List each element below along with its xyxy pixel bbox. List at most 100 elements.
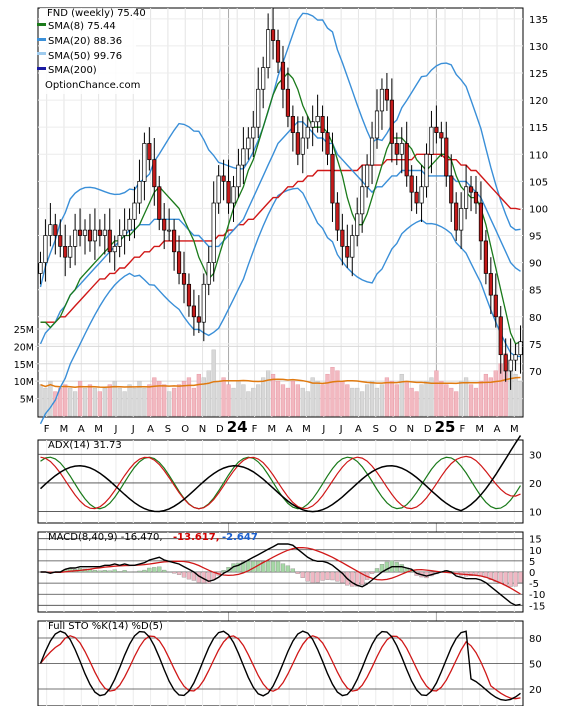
candle-body: [122, 229, 127, 236]
volume-bar: [513, 373, 518, 417]
macd-histogram-bar: [315, 571, 320, 583]
price-tick-label: 115: [529, 123, 548, 134]
candle-body: [508, 359, 513, 372]
candle-body: [409, 175, 414, 193]
price-tick-label: 95: [529, 232, 542, 243]
macd-line: [40, 543, 521, 607]
candle-body: [73, 229, 78, 247]
volume-bar: [434, 370, 439, 417]
candle-body: [211, 202, 216, 263]
candle-body: [449, 175, 454, 204]
volume-bar: [424, 380, 429, 417]
volume-bar: [478, 380, 484, 417]
stoch-d-line: [39, 635, 521, 700]
volume-bar: [384, 377, 390, 417]
volume-bar: [142, 387, 147, 417]
candle-body: [355, 213, 360, 236]
panel-tick-label: 80: [529, 634, 542, 645]
x-tick-label: D: [424, 424, 432, 435]
candle-body: [335, 202, 340, 231]
volume-bar: [137, 380, 142, 417]
volume-bar: [196, 373, 201, 417]
candle-body: [350, 235, 355, 258]
macd-histogram-bar: [374, 568, 380, 573]
candle-body: [493, 294, 498, 318]
candle-body: [468, 186, 474, 193]
volume-average-line: [40, 376, 521, 389]
macd-histogram-bar: [285, 565, 291, 573]
candle-body: [295, 132, 300, 155]
macd-histogram-bar: [518, 571, 523, 583]
price-tick-label: 75: [529, 340, 542, 351]
volume-bar: [132, 387, 137, 417]
candle-body: [186, 283, 192, 307]
candle-body: [87, 229, 93, 242]
volume-bar: [439, 380, 444, 417]
legend-sma50: SMA(50) 99.76: [48, 51, 122, 62]
macd-histogram-bar: [350, 571, 355, 587]
volume-tick-label: 20M: [14, 342, 34, 353]
candle-body: [77, 229, 83, 236]
volume-bar: [112, 380, 117, 417]
volume-bar: [374, 387, 380, 417]
candle-body: [424, 153, 429, 188]
volume-bar: [68, 387, 73, 417]
price-tick-label: 110: [529, 150, 548, 161]
candle-body: [172, 229, 177, 253]
panel-tick-label: -10: [529, 590, 545, 601]
x-tick-label: M: [60, 424, 69, 435]
panel-tick-label: 0: [529, 568, 535, 579]
x-tick-label: A: [494, 424, 501, 435]
macd-histogram-bar: [295, 571, 300, 574]
candle-body: [246, 137, 251, 150]
macd-histogram-bar: [399, 564, 404, 573]
price-panel: 7075808590951001051101151201251301355M10…: [14, 7, 548, 706]
candle-body: [147, 143, 152, 161]
volume-bar: [152, 377, 157, 417]
volume-bar: [459, 380, 464, 417]
candle-body: [241, 148, 246, 166]
macd-histogram-bar: [142, 569, 147, 573]
adx-panel: 10 20 30: [37, 435, 542, 524]
candle-body: [290, 115, 295, 133]
x-tick-label: J: [339, 424, 343, 435]
volume-bar: [270, 373, 276, 417]
volume-bar: [246, 391, 251, 417]
macd-histogram-bar: [112, 569, 117, 573]
volume-bar: [315, 380, 320, 417]
volume-bar: [72, 391, 78, 417]
candle-body: [48, 224, 53, 236]
candle-body: [518, 341, 523, 356]
macd-histogram-bar: [340, 571, 345, 583]
candle-body: [478, 202, 484, 242]
volume-bar: [409, 387, 414, 417]
legend-sma20: SMA(20) 88.36: [48, 36, 122, 47]
macd-histogram-bar: [265, 561, 271, 573]
candle-body: [92, 229, 97, 242]
adx-line: [39, 435, 522, 513]
x-tick-label: A: [286, 424, 293, 435]
volume-bar: [345, 384, 350, 417]
volume-bar: [117, 387, 122, 417]
candle-body: [325, 132, 330, 155]
volume-bar: [265, 370, 271, 417]
candle-body: [315, 115, 320, 123]
candle-body: [216, 175, 221, 204]
candle-body: [439, 132, 444, 139]
volume-tick-label: 5M: [20, 395, 34, 406]
candle-body: [38, 262, 43, 274]
x-tick-label: A: [355, 424, 362, 435]
candle-body: [63, 246, 68, 258]
candle-body: [270, 29, 276, 41]
volume-bar: [325, 373, 330, 417]
volume-bar: [468, 384, 474, 417]
stoch-k-line: [39, 630, 521, 702]
price-tick-label: 130: [529, 42, 548, 53]
panel-tick-label: -5: [529, 579, 539, 590]
x-tick-label: N: [199, 424, 206, 435]
panel-tick-label: 5: [529, 557, 535, 568]
panel-tick-label: 10: [529, 546, 542, 557]
x-tick-label: O: [181, 424, 189, 435]
volume-bar: [275, 380, 281, 417]
